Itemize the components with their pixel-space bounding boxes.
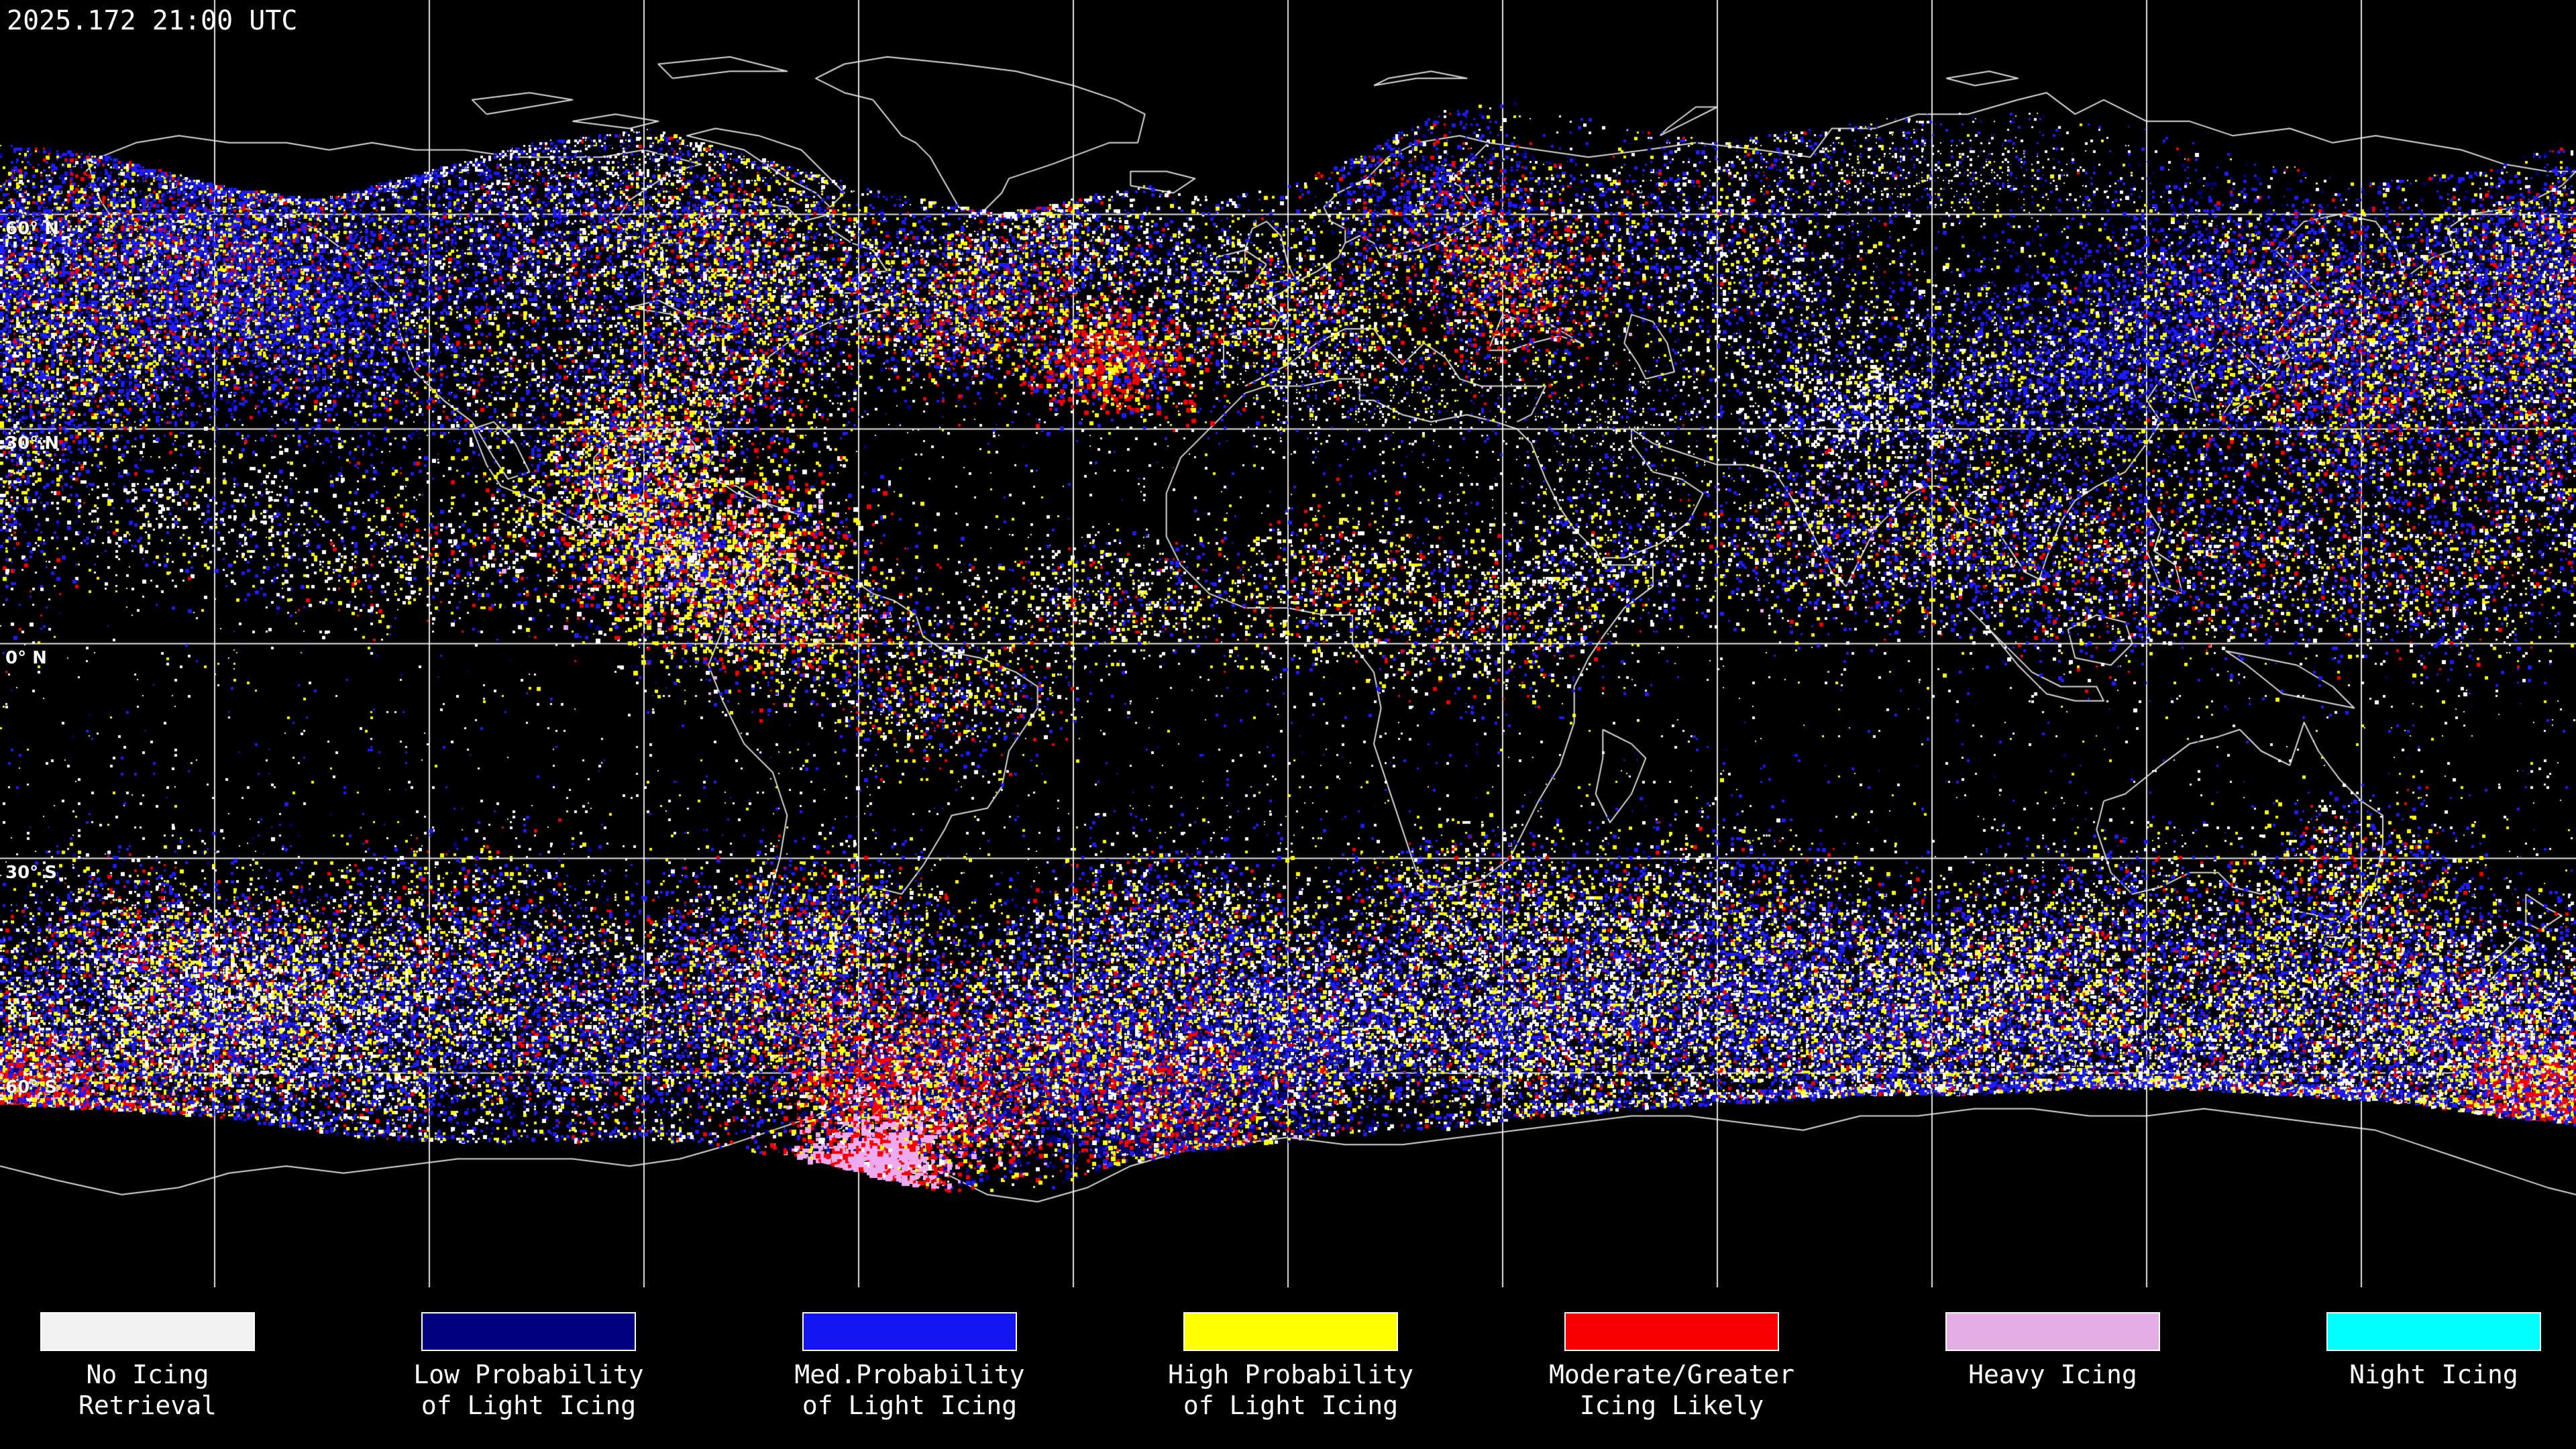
legend-label: Med.Probability of Light Icing	[735, 1359, 1084, 1421]
legend-label-line1: Night Icing	[2349, 1360, 2518, 1389]
legend-label: High Probability of Light Icing	[1116, 1359, 1465, 1421]
legend-bar: No Icing Retrieval Low Probability of Ligh…	[0, 1295, 2576, 1449]
legend-label: Night Icing	[2259, 1359, 2576, 1390]
legend-label-line1: Moderate/Greater	[1548, 1360, 1795, 1389]
legend-label: Heavy Icing	[1878, 1359, 2227, 1390]
legend-label-line2: of Light Icing	[1183, 1391, 1399, 1420]
legend-label: Low Probability of Light Icing	[354, 1359, 703, 1421]
no-icing-swatch	[40, 1312, 255, 1351]
legend-label-line1: Low Probability	[413, 1360, 644, 1389]
lat-label: 30° S	[5, 862, 57, 883]
lat-label: 60° S	[5, 1077, 57, 1097]
legend-label-line2: of Light Icing	[421, 1391, 637, 1420]
lat-label: 60° N	[5, 218, 59, 239]
legend-label-line1: No Icing	[86, 1360, 209, 1389]
med-prob-swatch	[802, 1312, 1017, 1351]
heavy-icing-swatch	[1945, 1312, 2160, 1351]
lat-label: 0° N	[5, 647, 47, 668]
moderate-icing-swatch	[1564, 1312, 1779, 1351]
night-icing-swatch	[2326, 1312, 2541, 1351]
lat-label: 30° N	[5, 433, 59, 453]
legend-label-line1: High Probability	[1167, 1360, 1414, 1389]
high-prob-swatch	[1183, 1312, 1398, 1351]
low-prob-swatch	[421, 1312, 636, 1351]
legend-label-line2: Retrieval	[78, 1391, 217, 1420]
legend-label-line2: Icing Likely	[1579, 1391, 1764, 1420]
legend-label-line1: Med.Probability	[794, 1360, 1025, 1389]
legend-label-line1: Heavy Icing	[1968, 1360, 2137, 1389]
legend-label: No Icing Retrieval	[0, 1359, 322, 1421]
legend-label: Moderate/Greater Icing Likely	[1497, 1359, 1846, 1421]
legend-label-line2: of Light Icing	[802, 1391, 1018, 1420]
timestamp-label: 2025.172 21:00 UTC	[7, 5, 298, 36]
